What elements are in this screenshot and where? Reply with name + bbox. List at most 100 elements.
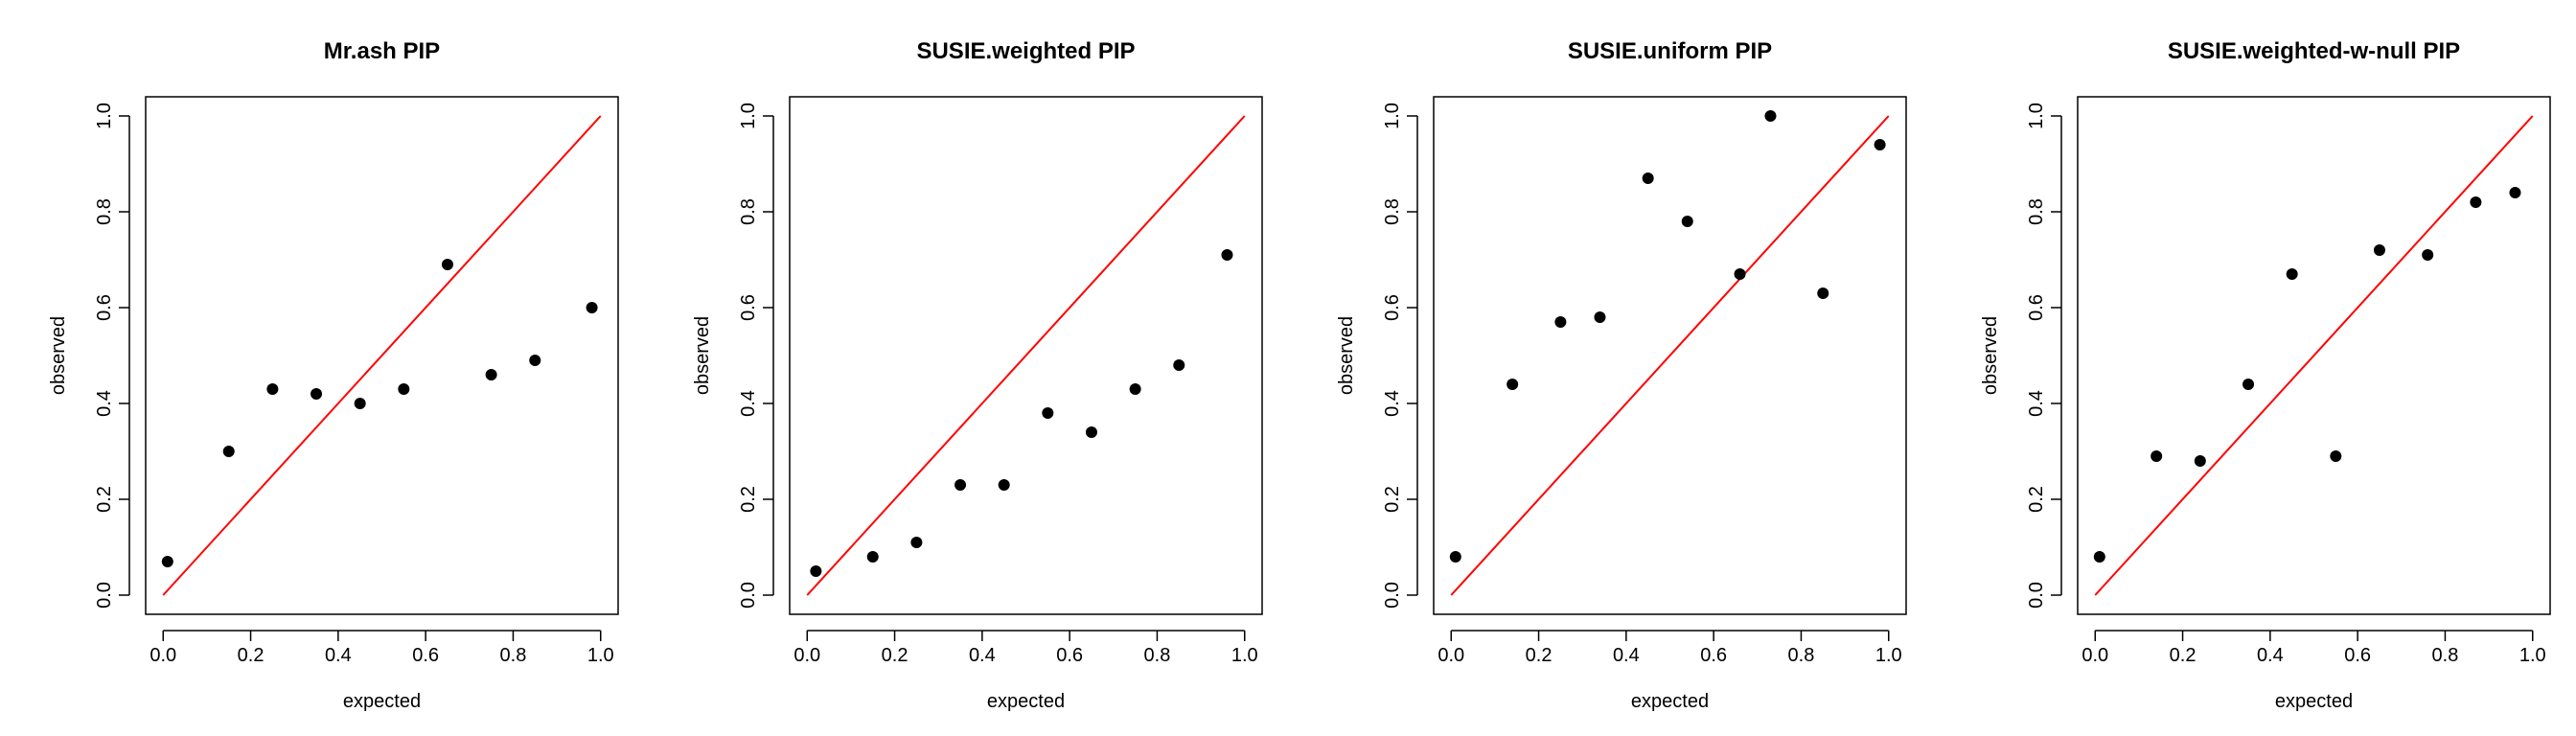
data-point xyxy=(161,556,173,567)
x-tick-label: 1.0 xyxy=(1231,645,1258,666)
y-tick-label: 1.0 xyxy=(2026,103,2047,129)
data-point xyxy=(2422,249,2434,261)
data-point xyxy=(2373,244,2385,256)
x-tick-label: 0.0 xyxy=(794,645,820,666)
x-tick-label: 1.0 xyxy=(2519,645,2546,666)
reference-line xyxy=(162,115,602,596)
x-tick-label: 0.2 xyxy=(2170,645,2196,666)
chart-title: SUSIE.weighted-w-null PIP xyxy=(2168,38,2460,64)
x-tick-label: 0.4 xyxy=(1613,645,1640,666)
chart-panel-3: SUSIE.uniform PIP 0.0 0.2 0.4 0.6 0.8 1.0 expec… xyxy=(1336,38,1907,712)
data-point xyxy=(1681,216,1693,227)
y-tick-label: 0.6 xyxy=(738,294,759,321)
data-point xyxy=(1129,383,1141,395)
y-tick-label: 0.8 xyxy=(1382,198,1403,225)
chart-panel-2: SUSIE.weighted PIP 0.0 0.2 0.4 0.6 0.8 1.0 expe… xyxy=(692,38,1263,712)
chart-title: Mr.ash PIP xyxy=(324,38,440,64)
x-tick-label: 0.6 xyxy=(412,645,439,666)
data-point xyxy=(2194,455,2206,467)
data-point xyxy=(310,388,323,400)
data-point xyxy=(1085,426,1097,438)
y-tick-label: 1.0 xyxy=(738,103,759,129)
data-point xyxy=(1449,551,1461,563)
x-axis-label: expected xyxy=(2275,691,2353,712)
y-tick-label: 0.2 xyxy=(2026,486,2047,513)
x-tick-label: 1.0 xyxy=(1875,645,1902,666)
data-point xyxy=(1221,249,1233,261)
x-tick-label: 0.6 xyxy=(2344,645,2371,666)
plot-frame xyxy=(145,96,619,615)
data-point xyxy=(586,302,598,313)
data-point xyxy=(2470,196,2482,208)
x-tick-label: 0.4 xyxy=(969,645,996,666)
chart-panel-4: SUSIE.weighted-w-null PIP 0.0 0.2 0.4 0.6 0.8… xyxy=(1980,38,2551,712)
y-tick-label: 0.4 xyxy=(1382,390,1403,417)
data-point xyxy=(1173,359,1185,371)
data-point xyxy=(1042,407,1054,419)
x-tick-label: 0.0 xyxy=(1438,645,1464,666)
y-tick-label: 0.6 xyxy=(1382,294,1403,321)
data-point xyxy=(398,383,410,395)
data-point xyxy=(1874,139,1886,150)
y-axis-label: observed xyxy=(1980,316,2001,395)
reference-line xyxy=(806,115,1246,596)
data-point xyxy=(529,355,541,366)
y-tick-label: 0.2 xyxy=(1382,486,1403,513)
x-tick-label: 0.0 xyxy=(2082,645,2108,666)
y-axis-label: observed xyxy=(48,316,69,395)
y-axis-label: observed xyxy=(692,316,713,395)
data-point xyxy=(1734,268,1746,280)
y-tick-label: 0.0 xyxy=(2026,582,2047,609)
y-tick-label: 0.8 xyxy=(2026,198,2047,225)
chart-title: SUSIE.weighted PIP xyxy=(916,38,1135,64)
data-point xyxy=(441,259,453,270)
x-tick-label: 0.4 xyxy=(2257,645,2284,666)
data-point xyxy=(866,551,879,563)
x-axis-label: expected xyxy=(343,691,421,712)
x-tick-label: 0.6 xyxy=(1056,645,1083,666)
y-tick-label: 0.2 xyxy=(94,486,115,513)
x-tick-label: 0.0 xyxy=(150,645,176,666)
y-tick-label: 0.4 xyxy=(738,390,759,417)
data-point xyxy=(2509,187,2521,198)
x-tick-label: 0.8 xyxy=(500,645,527,666)
data-point xyxy=(354,398,366,409)
reference-line xyxy=(2094,115,2534,596)
y-tick-label: 0.0 xyxy=(1382,582,1403,609)
y-tick-label: 0.2 xyxy=(738,486,759,513)
data-point xyxy=(266,383,279,395)
x-tick-label: 1.0 xyxy=(587,645,614,666)
x-tick-label: 0.2 xyxy=(238,645,264,666)
x-tick-label: 0.2 xyxy=(882,645,908,666)
y-tick-label: 0.0 xyxy=(738,582,759,609)
data-point xyxy=(2093,551,2105,563)
data-point xyxy=(2242,379,2255,390)
y-axis-label: observed xyxy=(1336,316,1357,395)
y-tick-label: 0.0 xyxy=(94,582,115,609)
plot-frame xyxy=(789,96,1263,615)
data-point xyxy=(1817,288,1829,299)
y-tick-label: 0.8 xyxy=(738,198,759,225)
data-point xyxy=(2150,450,2163,462)
data-point xyxy=(485,369,497,380)
x-tick-label: 0.4 xyxy=(325,645,352,666)
y-tick-label: 0.6 xyxy=(94,294,115,321)
data-point xyxy=(222,446,235,457)
x-tick-label: 0.6 xyxy=(1700,645,1727,666)
y-tick-label: 0.8 xyxy=(94,198,115,225)
plot-frame xyxy=(1433,96,1907,615)
x-tick-label: 0.2 xyxy=(1526,645,1552,666)
data-point xyxy=(2286,268,2298,280)
data-point xyxy=(1594,311,1606,323)
x-tick-label: 0.8 xyxy=(1788,645,1815,666)
data-point xyxy=(910,537,923,548)
data-point xyxy=(1642,172,1654,184)
x-tick-label: 0.8 xyxy=(1144,645,1171,666)
data-point xyxy=(954,479,967,491)
y-tick-label: 0.6 xyxy=(2026,294,2047,321)
x-axis-label: expected xyxy=(987,691,1065,712)
data-point xyxy=(998,479,1010,491)
chart-panel-1: Mr.ash PIP 0.0 0.2 0.4 0.6 0.8 1.0 expected 0.0 0… xyxy=(48,38,619,712)
y-tick-label: 1.0 xyxy=(94,103,115,129)
